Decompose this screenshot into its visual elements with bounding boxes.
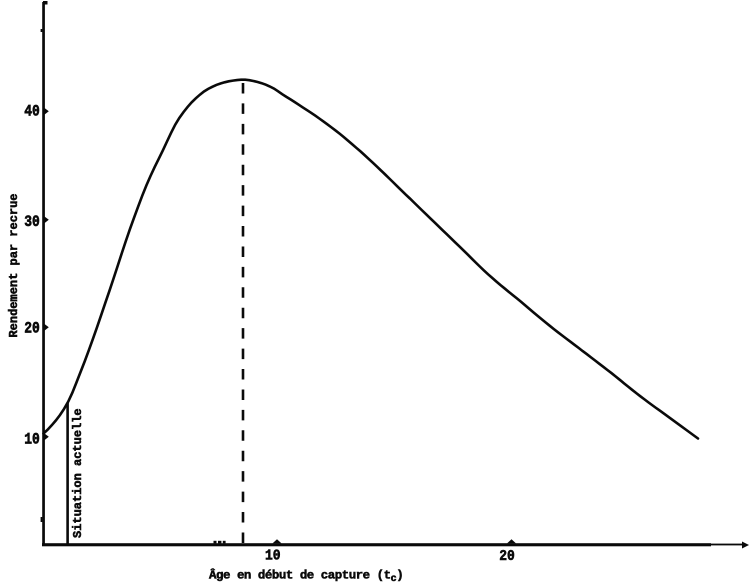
svg-text:30: 30 [24,214,40,231]
svg-text:Situation actuelle: Situation actuelle [71,408,85,538]
svg-text:20: 20 [24,320,40,337]
svg-text:20: 20 [499,549,515,565]
svg-text:10: 10 [265,549,281,565]
svg-text:10: 10 [24,431,40,448]
svg-text:Âge en début de capture (tc): Âge en début de capture (tc) [209,568,403,585]
svg-text:40: 40 [24,103,40,120]
svg-text:Rendement par recrue: Rendement par recrue [7,193,21,337]
